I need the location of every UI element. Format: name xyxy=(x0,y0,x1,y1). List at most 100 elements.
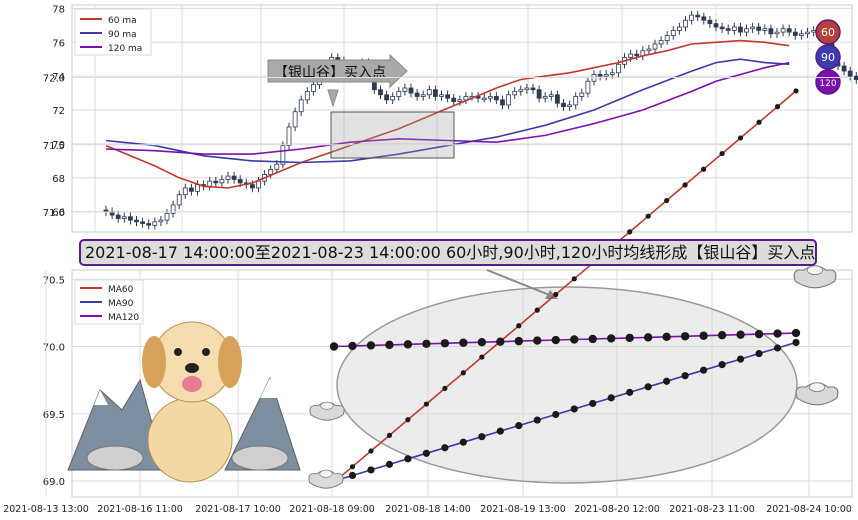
bottom-series-point xyxy=(422,339,431,349)
candle-body xyxy=(603,74,609,77)
bottom-series-point xyxy=(367,466,375,474)
ingot-body xyxy=(795,382,839,406)
candle-body xyxy=(256,180,261,189)
bottom-series-point xyxy=(774,104,781,110)
bottom-legend-label: MA60 xyxy=(108,285,134,295)
bottom-series-point xyxy=(516,323,522,329)
x-tick-label: 2021-08-13 13:00 xyxy=(3,504,89,515)
candle-body xyxy=(481,97,487,101)
candle-body xyxy=(853,75,858,80)
candle-body xyxy=(792,31,798,36)
ingot-top xyxy=(808,382,826,393)
candle-body xyxy=(451,97,457,102)
candle-body xyxy=(811,30,816,33)
bottom-series-point xyxy=(460,370,466,376)
snow-cap xyxy=(94,390,108,405)
candle-body xyxy=(140,221,146,224)
bottom-series-point xyxy=(626,388,634,396)
candle-body xyxy=(134,219,139,223)
dog-body xyxy=(147,397,233,483)
candle-body xyxy=(207,180,213,187)
bottom-series-point xyxy=(625,333,634,343)
bottom-series-point xyxy=(681,372,689,380)
bottom-series-point xyxy=(459,338,468,347)
candle-body xyxy=(542,96,548,99)
candle-body xyxy=(609,72,615,75)
candle-body xyxy=(695,14,701,18)
candle-body xyxy=(103,209,109,213)
candle-body xyxy=(195,184,200,192)
candle-body xyxy=(512,90,518,96)
bottom-series-point xyxy=(405,417,411,423)
candle-body xyxy=(841,65,847,72)
candle-body xyxy=(799,33,804,36)
silver-ingot-icon xyxy=(308,469,344,489)
candle-body xyxy=(847,70,853,77)
top-legend-label: 90 ma xyxy=(108,30,137,40)
bottom-series-point xyxy=(627,229,633,235)
dog-eye xyxy=(202,348,210,356)
bottom-series-point xyxy=(459,438,467,446)
ma-badge-90 xyxy=(815,44,841,70)
candle-body xyxy=(719,26,725,30)
candle-body xyxy=(548,94,554,97)
bottom-series-point xyxy=(385,460,394,468)
candle-body xyxy=(518,89,524,92)
bottom-series-point xyxy=(700,366,708,374)
bottom-series-point xyxy=(644,383,652,391)
bottom-series-point xyxy=(422,449,430,457)
candle-body xyxy=(616,63,621,74)
candle-body xyxy=(579,92,585,97)
candle-body xyxy=(701,16,707,21)
candle-body xyxy=(555,94,560,104)
candle-body xyxy=(414,92,420,97)
candle-body xyxy=(768,28,774,35)
bottom-series-point xyxy=(386,432,393,438)
candle-body xyxy=(378,89,383,96)
bottom-series-point xyxy=(736,330,745,339)
candle-body xyxy=(634,53,640,57)
candle-body xyxy=(805,31,810,35)
callout-arrow xyxy=(267,53,408,89)
bottom-series-point xyxy=(329,342,339,351)
bottom-series-point xyxy=(348,471,357,480)
bottom-series-point xyxy=(680,332,690,341)
ingot-body xyxy=(793,265,837,289)
bottom-series-point xyxy=(478,433,486,441)
candle-body xyxy=(188,187,194,192)
dog-eye xyxy=(174,348,182,356)
bottom-series-point xyxy=(717,331,727,340)
candle-body xyxy=(738,26,743,33)
candle-body xyxy=(597,74,603,77)
candle-body xyxy=(689,14,694,21)
candle-body xyxy=(152,221,158,226)
bottom-series-point xyxy=(588,334,597,344)
ingot-top xyxy=(320,401,334,410)
bottom-series-point xyxy=(793,88,799,94)
candle-body xyxy=(249,184,255,189)
bottom-legend-label: MA90 xyxy=(108,299,134,309)
candle-body xyxy=(115,214,121,219)
bottom-series-point xyxy=(570,335,579,344)
candle-body xyxy=(573,96,579,106)
candle-body xyxy=(402,87,408,92)
bottom-series-point xyxy=(792,338,800,347)
bottom-series-point xyxy=(756,119,762,125)
candle-body xyxy=(780,28,786,33)
bottom-series-point xyxy=(534,307,540,313)
ingot-body xyxy=(309,401,345,421)
bottom-series-point xyxy=(533,336,542,345)
snow-cap xyxy=(260,378,280,398)
x-tick-label: 2021-08-20 12:00 xyxy=(574,504,660,515)
bottom-series-point xyxy=(385,340,394,350)
candle-body xyxy=(121,216,127,219)
bottom-series-point xyxy=(477,337,487,347)
candle-body xyxy=(628,53,633,58)
bottom-series-point xyxy=(441,444,449,452)
x-tick-label: 2021-08-19 13:00 xyxy=(480,504,566,515)
candle-body xyxy=(487,96,493,99)
bottom-series-point xyxy=(754,329,764,339)
top-series-line xyxy=(105,61,790,155)
x-tick-label: 2021-08-17 10:00 xyxy=(195,504,281,515)
